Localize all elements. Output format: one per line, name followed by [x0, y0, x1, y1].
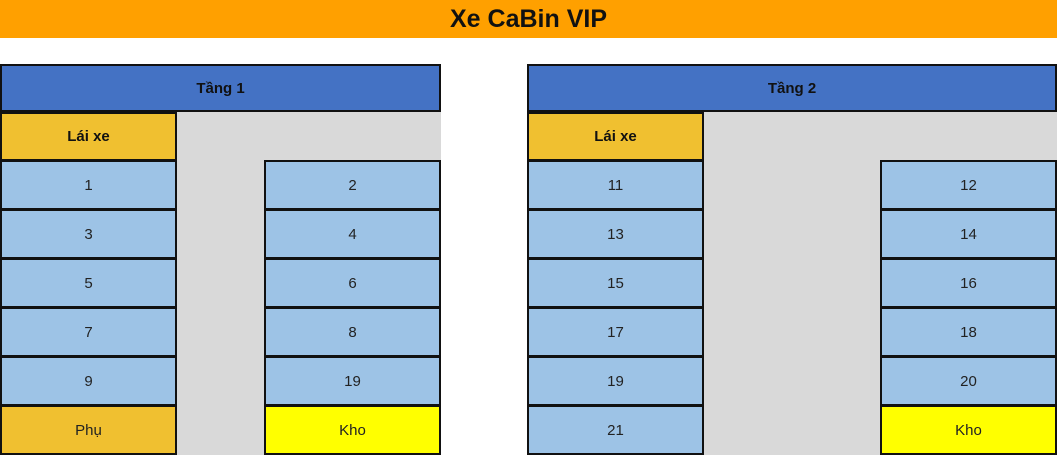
floor-1-header: Tầng 1 [0, 64, 441, 112]
seat-2[interactable]: 2 [264, 160, 441, 210]
page-title: Xe CaBin VIP [0, 0, 1057, 38]
seat-8[interactable]: 8 [264, 307, 441, 357]
seat-9[interactable]: 9 [0, 356, 177, 406]
assistant-seat[interactable]: Phụ [0, 405, 177, 455]
seat-4[interactable]: 4 [264, 209, 441, 259]
seat-17[interactable]: 17 [527, 307, 704, 357]
seat-19-floor-1[interactable]: 19 [264, 356, 441, 406]
seat-18[interactable]: 18 [880, 307, 1057, 357]
floor-2-aisle [703, 160, 881, 455]
floor-2-driver-seat[interactable]: Lái xe [527, 112, 704, 161]
floor-1-storage[interactable]: Kho [264, 405, 441, 455]
floor-2-aisle-top [703, 112, 1057, 160]
seat-19-floor-2[interactable]: 19 [527, 356, 704, 406]
seat-13[interactable]: 13 [527, 209, 704, 259]
seat-6[interactable]: 6 [264, 258, 441, 308]
seat-11[interactable]: 11 [527, 160, 704, 210]
floor-2-header: Tầng 2 [527, 64, 1057, 112]
seat-15[interactable]: 15 [527, 258, 704, 308]
seat-20[interactable]: 20 [880, 356, 1057, 406]
seat-1[interactable]: 1 [0, 160, 177, 210]
floor-1-driver-seat[interactable]: Lái xe [0, 112, 177, 161]
floor-2-storage[interactable]: Kho [880, 405, 1057, 455]
floor-1-aisle [176, 160, 265, 455]
floor-1-aisle-top [176, 112, 441, 160]
seat-14[interactable]: 14 [880, 209, 1057, 259]
seat-16[interactable]: 16 [880, 258, 1057, 308]
seat-5[interactable]: 5 [0, 258, 177, 308]
seat-12[interactable]: 12 [880, 160, 1057, 210]
seat-7[interactable]: 7 [0, 307, 177, 357]
seat-21[interactable]: 21 [527, 405, 704, 455]
seat-3[interactable]: 3 [0, 209, 177, 259]
